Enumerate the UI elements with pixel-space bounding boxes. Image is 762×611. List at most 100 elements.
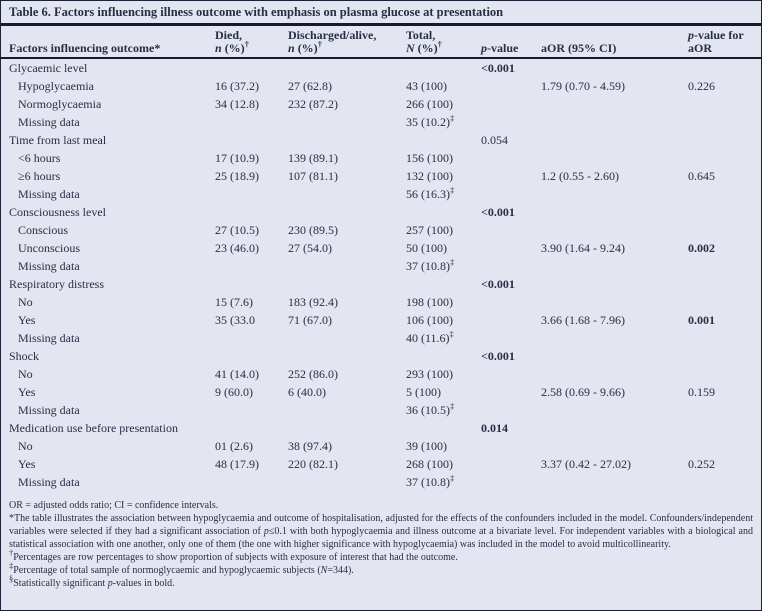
aor-cell: 2.58 (0.69 - 9.66) (541, 385, 625, 399)
died-cell: 23 (46.0) (215, 241, 259, 255)
aor-cell: 3.90 (1.64 - 9.24) (541, 241, 625, 255)
died-cell: 48 (17.9) (215, 457, 259, 471)
table-row: Missing data 56 (16.3)‡ (1, 185, 761, 203)
aor-cell (541, 437, 688, 455)
aor-cell (541, 131, 688, 149)
table-row: Missing data 35 (10.2)‡ (1, 113, 761, 131)
aor-cell: 3.37 (0.42 - 27.02) (541, 457, 631, 471)
aor-cell (541, 365, 688, 383)
discharged-cell (288, 329, 406, 347)
discharged-cell (288, 401, 406, 419)
p-value-aor-cell: 0.226 (688, 79, 715, 93)
died-cell (215, 58, 288, 77)
footnote: OR = adjusted odds ratio; CI = confidenc… (9, 500, 219, 511)
discharged-cell: 6 (40.0) (288, 385, 326, 399)
p-value-aor-cell: 0.001 (688, 313, 715, 327)
died-cell (215, 401, 288, 419)
died-cell: 27 (10.5) (215, 223, 259, 237)
p-value-aor-cell (688, 401, 761, 419)
p-value-aor-cell (688, 329, 761, 347)
p-value-aor-cell (688, 113, 761, 131)
p-value-cell (481, 77, 541, 95)
died-cell (215, 113, 288, 131)
aor-cell (541, 113, 688, 131)
p-value-cell (481, 167, 541, 185)
table-row: No 01 (2.6) 38 (97.4) 39 (100) (1, 437, 761, 455)
p-value-cell (481, 473, 541, 491)
total-cell (406, 131, 481, 149)
total-cell: 56 (16.3)‡ (406, 185, 455, 201)
died-cell (215, 275, 288, 293)
p-value-cell (481, 185, 541, 203)
aor-cell (541, 293, 688, 311)
footnote: †Percentages are row percentages to show… (9, 547, 458, 563)
discharged-cell: 107 (81.1) (288, 169, 338, 183)
discharged-cell (288, 58, 406, 77)
table-row: Missing data 36 (10.5)‡ (1, 401, 761, 419)
p-value-cell (481, 257, 541, 275)
p-value-aor-cell: 0.002 (688, 241, 715, 255)
aor-cell: 3.66 (1.68 - 7.96) (541, 313, 625, 327)
table-row: Missing data 40 (11.6)‡ (1, 329, 761, 347)
total-cell: 37 (10.8)‡ (406, 257, 455, 273)
total-cell: 293 (100) (406, 367, 453, 381)
p-value-cell: <0.001 (481, 277, 515, 291)
discharged-cell: 71 (67.0) (288, 313, 332, 327)
col-header-aor: aOR (95% CI) (541, 26, 688, 59)
p-value-cell (481, 455, 541, 473)
p-value-cell (481, 95, 541, 113)
total-cell: 156 (100) (406, 151, 453, 165)
table-row: Normoglycaemia 34 (12.8) 232 (87.2) 266 (10… (1, 95, 761, 113)
factor-cell: No (18, 367, 33, 381)
aor-cell (541, 401, 688, 419)
total-cell: 198 (100) (406, 295, 453, 309)
aor-cell: 1.79 (0.70 - 4.59) (541, 79, 625, 93)
factor-cell: Time from last meal (9, 133, 107, 147)
factor-cell: Yes (18, 313, 36, 327)
total-cell: 266 (100) (406, 97, 453, 111)
aor-cell (541, 203, 688, 221)
col-header-total: Total, N (%)† (406, 26, 481, 59)
col-header-died: Died, n (%)† (215, 26, 288, 59)
p-value-aor-cell (688, 293, 761, 311)
factor-cell: Missing data (18, 403, 80, 417)
died-cell: 17 (10.9) (215, 151, 259, 165)
died-cell (215, 131, 288, 149)
discharged-cell (288, 203, 406, 221)
p-value-cell (481, 329, 541, 347)
title-rule (1, 23, 761, 26)
table-row: Unconscious 23 (46.0) 27 (54.0) 50 (100) 3.9… (1, 239, 761, 257)
p-value-aor-cell (688, 221, 761, 239)
p-value-cell (481, 383, 541, 401)
discharged-cell (288, 257, 406, 275)
p-value-cell (481, 311, 541, 329)
col-header-p-value-aor: p-value for aOR (688, 26, 761, 59)
total-cell: 106 (100) (406, 313, 453, 327)
discharged-cell (288, 185, 406, 203)
total-cell: 37 (10.8)‡ (406, 473, 455, 489)
total-cell (406, 419, 481, 437)
died-cell (215, 257, 288, 275)
col-header-p-value: p-value (481, 26, 541, 59)
p-value-aor-cell (688, 203, 761, 221)
col-header-factors: Factors influencing outcome* (1, 26, 215, 59)
total-cell (406, 275, 481, 293)
p-value-cell (481, 149, 541, 167)
p-value-cell: <0.001 (481, 61, 515, 75)
p-value-aor-cell (688, 257, 761, 275)
aor-cell (541, 419, 688, 437)
p-value-cell (481, 365, 541, 383)
factor-cell: Missing data (18, 475, 80, 489)
total-cell: 50 (100) (406, 241, 447, 255)
factor-cell: Missing data (18, 259, 80, 273)
discharged-cell: 232 (87.2) (288, 97, 338, 111)
discharged-cell: 27 (62.8) (288, 79, 332, 93)
died-cell (215, 203, 288, 221)
discharged-cell (288, 419, 406, 437)
p-value-aor-cell (688, 58, 761, 77)
col-header-discharged: Discharged/alive, n (%)† (288, 26, 406, 59)
factor-cell: Missing data (18, 115, 80, 129)
died-cell: 25 (18.9) (215, 169, 259, 183)
p-value-aor-cell (688, 95, 761, 113)
total-cell: 43 (100) (406, 79, 447, 93)
